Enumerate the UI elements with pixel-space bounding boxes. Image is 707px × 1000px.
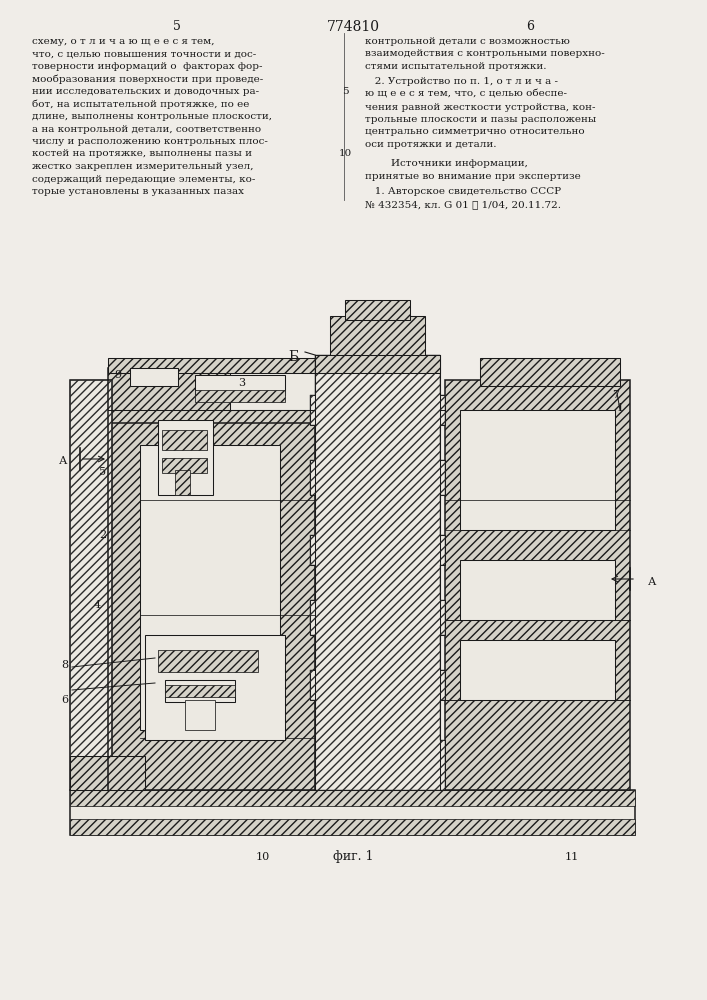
Text: 10: 10	[256, 852, 270, 862]
Bar	[330, 316, 425, 358]
Text: торые установлены в указанных пазах: торые установлены в указанных пазах	[32, 187, 244, 196]
Text: костей на протяжке, выполнены пазы и: костей на протяжке, выполнены пазы и	[32, 149, 252, 158]
Text: трольные плоскости и пазы расположены: трольные плоскости и пазы расположены	[365, 115, 596, 124]
Bar	[158, 650, 258, 672]
Bar	[185, 700, 215, 730]
Text: Источники информации,: Источники информации,	[365, 159, 528, 168]
Text: 6: 6	[526, 20, 534, 33]
Text: нии исследовательских и доводочных ра-: нии исследовательских и доводочных ра-	[32, 87, 259, 96]
Text: 2. Устройство по п. 1, о т л и ч а -: 2. Устройство по п. 1, о т л и ч а -	[365, 78, 558, 87]
Bar	[70, 790, 635, 835]
Text: 9: 9	[115, 370, 122, 380]
Text: товерности информаций о  факторах фор-: товерности информаций о факторах фор-	[32, 62, 262, 71]
Text: жестко закреплен измерительный узел,: жестко закреплен измерительный узел,	[32, 162, 254, 171]
Text: 5: 5	[100, 467, 107, 477]
Text: бот, на испытательной протяжке, по ее: бот, на испытательной протяжке, по ее	[32, 100, 250, 109]
Text: центрально симметрично относительно: центрально симметрично относительно	[365, 127, 585, 136]
Text: длине, выполнены контрольные плоскости,: длине, выполнены контрольные плоскости,	[32, 112, 272, 121]
Text: что, с целью повышения точности и дос-: что, с целью повышения точности и дос-	[32, 49, 256, 58]
Bar	[195, 375, 285, 395]
Text: мообразования поверхности при проведе-: мообразования поверхности при проведе-	[32, 75, 263, 84]
Bar	[480, 358, 620, 386]
Text: ю щ е е с я тем, что, с целью обеспе-: ю щ е е с я тем, что, с целью обеспе-	[365, 90, 567, 99]
Text: А: А	[59, 456, 67, 466]
Bar	[158, 420, 213, 495]
Text: А: А	[648, 577, 656, 587]
Bar	[70, 790, 635, 806]
Text: № 432354, кл. G 01 ℓ 1/04, 20.11.72.: № 432354, кл. G 01 ℓ 1/04, 20.11.72.	[365, 200, 561, 209]
Bar	[165, 685, 235, 697]
Text: числу и расположению контрольных плос-: числу и расположению контрольных плос-	[32, 137, 268, 146]
Bar	[162, 430, 207, 450]
Bar	[175, 470, 190, 495]
Text: контрольной детали с возможностью: контрольной детали с возможностью	[365, 37, 570, 46]
Bar	[460, 640, 615, 700]
Text: чения равной жесткости устройства, кон-: чения равной жесткости устройства, кон-	[365, 103, 595, 111]
Bar	[70, 819, 635, 835]
Text: 7: 7	[612, 390, 619, 400]
Bar	[130, 368, 178, 386]
Text: стями испытательной протяжки.: стями испытательной протяжки.	[365, 62, 547, 71]
Text: 6: 6	[62, 695, 69, 705]
Text: 5: 5	[341, 87, 349, 96]
Bar	[70, 756, 145, 790]
Text: 8: 8	[62, 660, 69, 670]
Bar	[108, 410, 315, 790]
Bar	[162, 458, 207, 473]
Bar	[145, 635, 285, 740]
Bar	[70, 380, 112, 790]
Bar	[460, 560, 615, 620]
Text: оси протяжки и детали.: оси протяжки и детали.	[365, 140, 496, 149]
Text: взаимодействия с контрольными поверхно-: взаимодействия с контрольными поверхно-	[365, 49, 604, 58]
Bar	[195, 390, 285, 402]
Text: 2: 2	[100, 530, 107, 540]
Text: содержащий передающие элементы, ко-: содержащий передающие элементы, ко-	[32, 174, 255, 184]
Bar	[345, 300, 410, 320]
Text: фиг. 1: фиг. 1	[333, 850, 373, 863]
Bar	[108, 368, 315, 423]
Bar	[108, 358, 330, 373]
Text: Б: Б	[288, 350, 298, 364]
Text: 5: 5	[173, 20, 181, 33]
Text: а на контрольной детали, соответственно: а на контрольной детали, соответственно	[32, 124, 261, 133]
Bar	[315, 355, 440, 373]
Bar	[460, 410, 615, 530]
Text: 1. Авторское свидетельство СССР: 1. Авторское свидетельство СССР	[365, 188, 561, 196]
Text: 11: 11	[565, 852, 579, 862]
Text: принятые во внимание при экспертизе: принятые во внимание при экспертизе	[365, 172, 580, 181]
Bar	[230, 368, 315, 410]
Text: 4: 4	[93, 600, 100, 610]
Text: 10: 10	[339, 149, 351, 158]
Bar	[445, 380, 630, 790]
Bar	[70, 380, 112, 790]
Text: 774810: 774810	[327, 20, 380, 34]
Text: 1: 1	[617, 403, 624, 413]
Text: 3: 3	[238, 378, 245, 388]
Bar	[140, 445, 280, 730]
Text: схему, о т л и ч а ю щ е е с я тем,: схему, о т л и ч а ю щ е е с я тем,	[32, 37, 214, 46]
Polygon shape	[310, 355, 445, 790]
Bar	[165, 680, 235, 702]
